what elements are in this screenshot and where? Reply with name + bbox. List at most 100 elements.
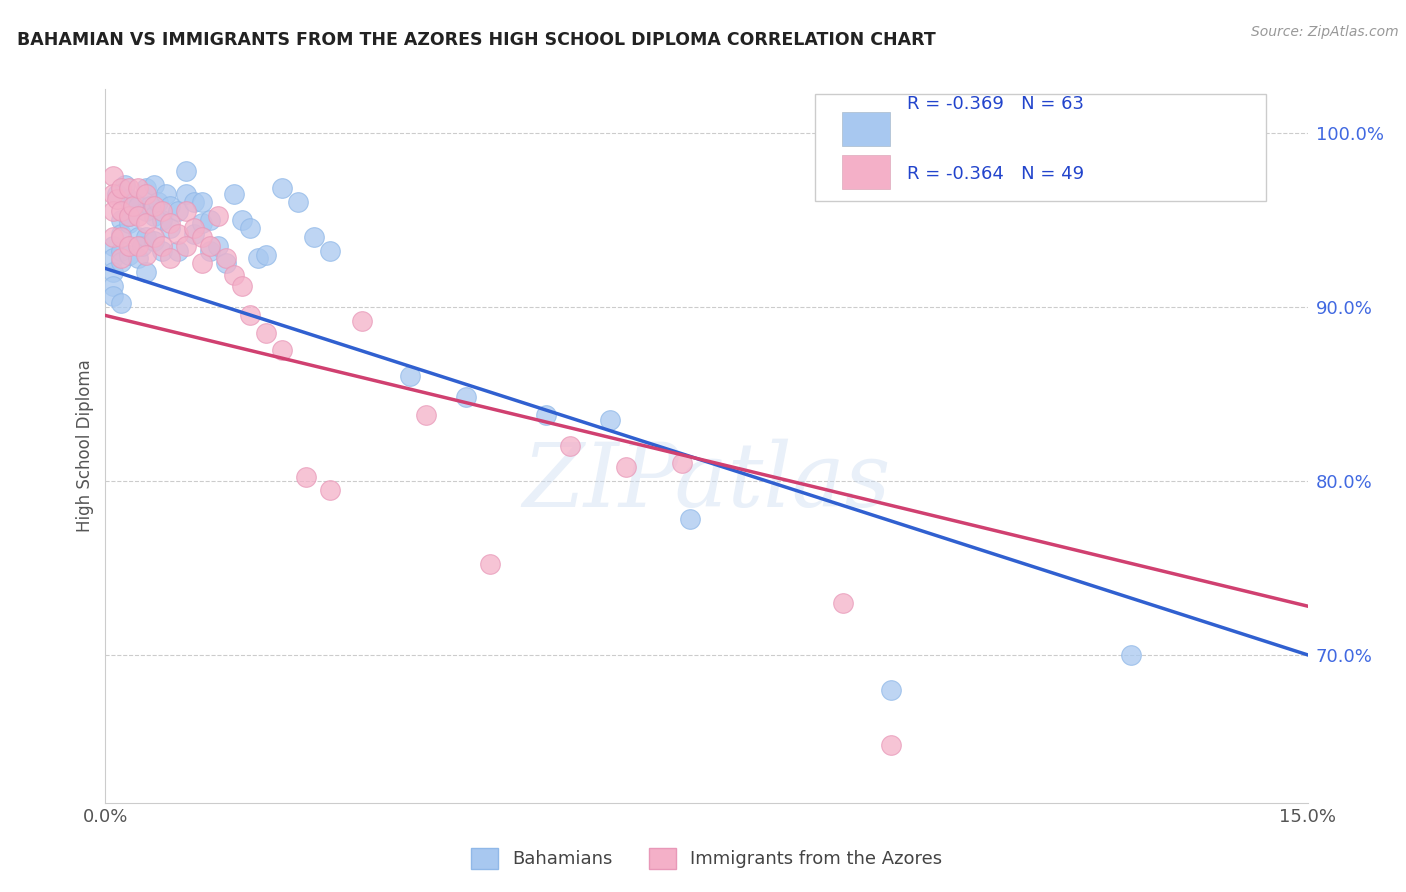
Point xyxy=(103,186,125,201)
Point xyxy=(127,181,149,195)
Point xyxy=(831,596,853,610)
Point xyxy=(103,265,125,279)
Point xyxy=(319,483,342,497)
Point xyxy=(127,199,149,213)
Point xyxy=(239,221,262,235)
Point xyxy=(880,682,903,697)
Point xyxy=(146,195,169,210)
Point xyxy=(190,256,212,270)
Point xyxy=(214,256,236,270)
Point xyxy=(110,204,132,219)
Point xyxy=(110,254,132,268)
Point xyxy=(207,239,229,253)
Point xyxy=(287,195,309,210)
Point xyxy=(103,230,125,244)
Point xyxy=(399,369,422,384)
Point xyxy=(183,227,205,241)
Point xyxy=(110,181,132,195)
Point xyxy=(118,239,141,253)
Point xyxy=(207,209,229,223)
Point xyxy=(114,178,136,192)
Point xyxy=(135,265,157,279)
Point xyxy=(110,296,132,310)
Point xyxy=(135,230,157,244)
Point xyxy=(150,204,173,219)
Point xyxy=(142,209,165,223)
Point xyxy=(190,195,212,210)
FancyBboxPatch shape xyxy=(842,155,890,189)
Point xyxy=(302,230,325,244)
Point xyxy=(222,186,245,201)
Point xyxy=(222,268,245,283)
Point xyxy=(270,343,292,358)
Point xyxy=(350,314,373,328)
Point xyxy=(166,204,188,219)
Point xyxy=(254,326,277,340)
Point xyxy=(174,186,197,201)
Text: ZIPatlas: ZIPatlas xyxy=(522,438,891,525)
Point xyxy=(110,251,132,265)
Point xyxy=(142,178,165,192)
Point xyxy=(239,309,262,323)
Point xyxy=(415,408,437,422)
Point xyxy=(231,278,253,293)
Point xyxy=(118,247,141,261)
Point xyxy=(159,199,181,213)
Point xyxy=(198,212,221,227)
Point xyxy=(135,204,157,219)
Point xyxy=(150,244,173,258)
Point xyxy=(198,244,221,258)
Point xyxy=(107,192,129,206)
Point xyxy=(135,186,157,201)
Point xyxy=(616,459,638,474)
Point xyxy=(118,216,141,230)
Point xyxy=(150,212,173,227)
Point xyxy=(231,212,253,227)
Point xyxy=(599,413,621,427)
Point xyxy=(118,181,141,195)
Point xyxy=(174,164,197,178)
FancyBboxPatch shape xyxy=(842,112,890,146)
Point xyxy=(150,239,173,253)
Point xyxy=(159,221,181,235)
Point xyxy=(107,186,129,201)
Point xyxy=(103,289,125,303)
Point xyxy=(198,239,221,253)
Point xyxy=(174,204,197,219)
Point xyxy=(454,390,477,404)
Text: BAHAMIAN VS IMMIGRANTS FROM THE AZORES HIGH SCHOOL DIPLOMA CORRELATION CHART: BAHAMIAN VS IMMIGRANTS FROM THE AZORES H… xyxy=(17,31,935,49)
Point xyxy=(214,251,236,265)
Point xyxy=(190,230,212,244)
Point xyxy=(122,199,145,213)
Point xyxy=(122,195,145,210)
Point xyxy=(118,209,141,223)
Point xyxy=(254,247,277,261)
Point xyxy=(135,247,157,261)
Point xyxy=(103,204,125,219)
Point xyxy=(190,216,212,230)
Point xyxy=(135,181,157,195)
Point xyxy=(880,739,903,753)
Point xyxy=(142,199,165,213)
Point xyxy=(110,230,132,244)
Point xyxy=(142,234,165,248)
Point xyxy=(127,239,149,253)
Point xyxy=(110,212,132,227)
Point xyxy=(118,192,141,206)
Point xyxy=(103,239,125,253)
Point xyxy=(159,216,181,230)
Point xyxy=(270,181,292,195)
Point xyxy=(671,457,693,471)
Point xyxy=(319,244,342,258)
FancyBboxPatch shape xyxy=(814,95,1265,202)
Point xyxy=(103,169,125,184)
Point xyxy=(246,251,269,265)
Point xyxy=(110,244,132,258)
Y-axis label: High School Diploma: High School Diploma xyxy=(76,359,94,533)
Point xyxy=(295,470,318,484)
Point xyxy=(174,239,197,253)
Point xyxy=(679,512,702,526)
Point xyxy=(127,230,149,244)
Point xyxy=(142,230,165,244)
Point xyxy=(110,227,132,241)
